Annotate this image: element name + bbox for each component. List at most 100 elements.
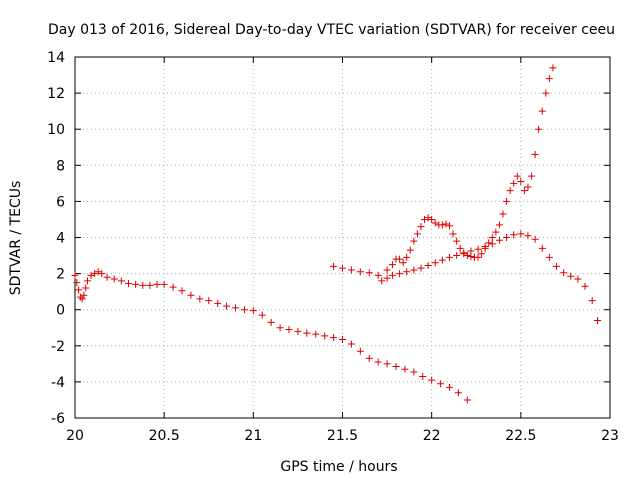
data-point-marker bbox=[196, 295, 204, 303]
data-point-marker bbox=[410, 237, 418, 245]
grid-lines bbox=[75, 57, 610, 418]
data-point-marker bbox=[401, 365, 409, 373]
data-point-marker bbox=[98, 270, 106, 278]
y-tick-label: 2 bbox=[56, 267, 65, 283]
data-point-marker bbox=[365, 269, 373, 277]
data-point-marker bbox=[94, 268, 102, 276]
data-point-marker bbox=[481, 243, 489, 251]
data-point-marker bbox=[403, 253, 411, 261]
data-point-marker bbox=[205, 297, 213, 305]
data-point-marker bbox=[82, 284, 90, 292]
data-point-marker bbox=[117, 277, 125, 285]
y-tick-label: 6 bbox=[56, 194, 65, 210]
data-point-marker bbox=[449, 230, 457, 238]
x-axis-label: GPS time / hours bbox=[280, 459, 397, 475]
data-point-marker bbox=[495, 221, 503, 229]
data-point-marker bbox=[431, 259, 439, 267]
data-point-marker bbox=[485, 239, 493, 247]
data-point-marker bbox=[588, 297, 596, 305]
x-tick-label: 21 bbox=[244, 428, 262, 444]
data-point-marker bbox=[110, 275, 118, 283]
data-point-marker bbox=[581, 282, 589, 290]
data-point-marker bbox=[560, 269, 568, 277]
data-point-marker bbox=[531, 150, 539, 158]
data-point-marker bbox=[424, 214, 432, 222]
data-point-marker bbox=[510, 179, 518, 187]
y-tick-label: 0 bbox=[56, 303, 65, 319]
data-point-marker bbox=[574, 275, 582, 283]
data-point-marker bbox=[78, 295, 86, 303]
data-point-marker bbox=[467, 247, 475, 255]
data-point-marker bbox=[478, 250, 486, 258]
data-point-marker bbox=[538, 244, 546, 252]
data-point-marker bbox=[71, 271, 79, 279]
y-tick-label: -6 bbox=[51, 411, 65, 427]
x-tick-label: 23 bbox=[601, 428, 619, 444]
data-point-marker bbox=[495, 236, 503, 244]
data-point-marker bbox=[73, 279, 81, 287]
data-point-marker bbox=[453, 237, 461, 245]
data-point-marker bbox=[438, 256, 446, 264]
data-point-marker bbox=[356, 347, 364, 355]
data-point-marker bbox=[356, 268, 364, 276]
data-point-marker bbox=[321, 332, 329, 340]
data-point-marker bbox=[249, 307, 257, 315]
data-point-marker bbox=[403, 268, 411, 276]
data-point-marker bbox=[421, 215, 429, 223]
data-point-marker bbox=[463, 396, 471, 404]
series-arc-3 bbox=[378, 230, 602, 325]
data-point-marker bbox=[276, 324, 284, 332]
data-point-marker bbox=[517, 230, 525, 238]
data-point-marker bbox=[431, 219, 439, 227]
data-point-marker bbox=[499, 210, 507, 218]
data-point-marker bbox=[545, 253, 553, 261]
data-point-marker bbox=[456, 244, 464, 252]
data-point-marker bbox=[463, 252, 471, 260]
data-point-marker bbox=[232, 304, 239, 312]
data-point-marker bbox=[538, 107, 546, 115]
data-point-marker bbox=[240, 306, 248, 314]
data-point-marker bbox=[460, 249, 468, 257]
data-point-marker bbox=[437, 380, 445, 388]
data-point-marker bbox=[474, 245, 482, 253]
data-point-marker bbox=[83, 277, 91, 285]
data-point-marker bbox=[347, 340, 355, 348]
data-point-marker bbox=[125, 280, 132, 288]
data-point-marker bbox=[347, 266, 355, 274]
series-arc-2 bbox=[330, 64, 557, 279]
y-axis-label: SDTVAR / TECUs bbox=[8, 181, 24, 296]
data-point-marker bbox=[214, 299, 222, 307]
data-point-marker bbox=[488, 240, 496, 248]
data-points bbox=[71, 64, 602, 404]
data-point-marker bbox=[388, 271, 396, 279]
data-point-marker bbox=[506, 187, 514, 195]
data-point-marker bbox=[383, 266, 391, 274]
data-point-marker bbox=[303, 329, 311, 337]
data-point-marker bbox=[267, 318, 275, 326]
data-point-marker bbox=[396, 255, 404, 263]
y-tick-label: 4 bbox=[56, 231, 65, 247]
data-point-marker bbox=[392, 363, 400, 371]
y-tick-label: -2 bbox=[51, 339, 65, 355]
data-point-marker bbox=[524, 183, 532, 191]
x-tick-label: 22.5 bbox=[505, 428, 536, 444]
data-point-marker bbox=[503, 234, 511, 241]
data-point-marker bbox=[330, 334, 338, 342]
data-point-marker bbox=[413, 230, 421, 238]
data-point-marker bbox=[294, 327, 302, 335]
data-point-marker bbox=[160, 280, 168, 288]
data-point-marker bbox=[383, 360, 391, 368]
data-point-marker bbox=[75, 286, 83, 294]
data-point-marker bbox=[513, 172, 521, 180]
chart-title: Day 013 of 2016, Sidereal Day-to-day VTE… bbox=[48, 22, 615, 38]
y-tick-label: 12 bbox=[47, 86, 65, 102]
axis-ticks: 20 20.5 21 21.5 22 22.5 23 -6 -4 -2 0 2 4 6 8 10 12 14 bbox=[47, 50, 619, 444]
data-point-marker bbox=[330, 262, 338, 270]
data-point-marker bbox=[531, 235, 539, 243]
data-point-marker bbox=[594, 317, 602, 325]
data-point-marker bbox=[492, 228, 500, 236]
data-point-marker bbox=[178, 287, 186, 295]
data-point-marker bbox=[428, 215, 436, 223]
data-point-marker bbox=[424, 261, 432, 269]
